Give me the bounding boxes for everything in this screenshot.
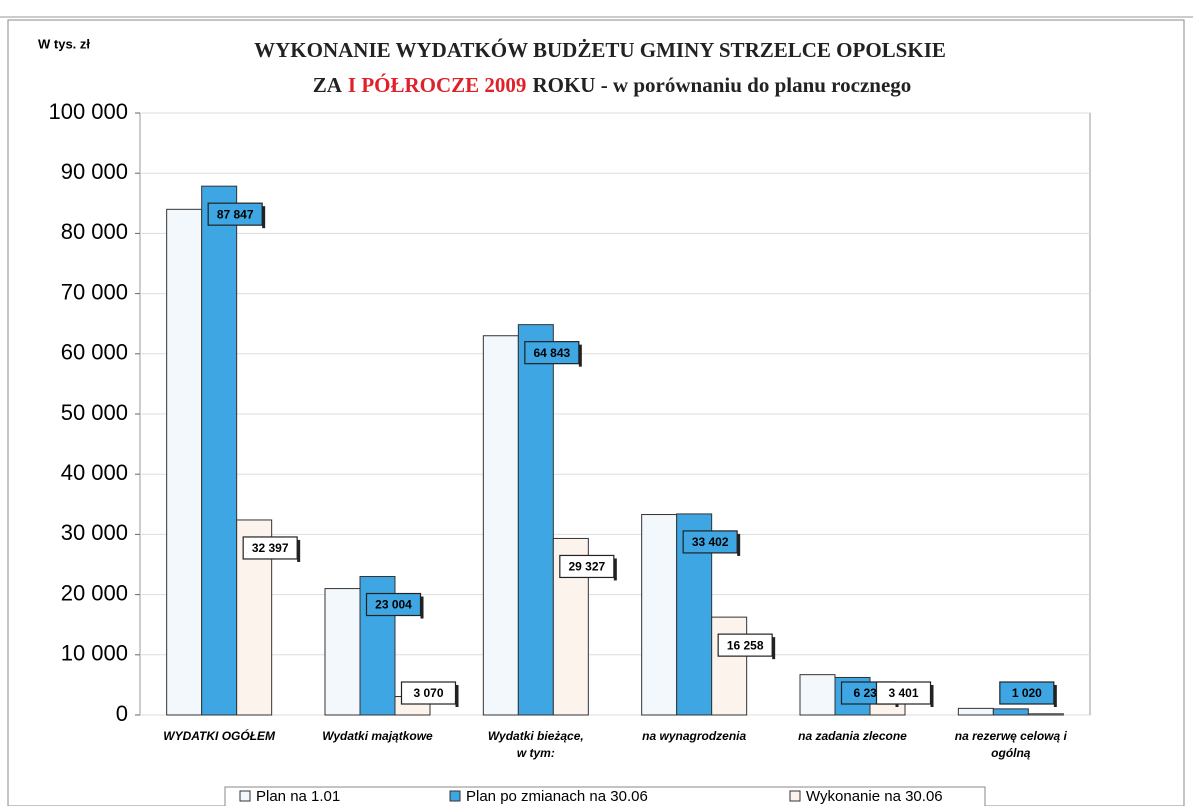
chart-title: WYKONANIE WYDATKÓW BUDŻETU GMINY STRZELC… [254, 38, 946, 62]
y-tick-label: 30 000 [61, 520, 128, 545]
x-tick-label: na wynagrodzenia [642, 729, 746, 743]
data-label-text: 23 004 [375, 598, 412, 612]
x-tick-label: WYDATKI OGÓŁEM [163, 728, 276, 743]
y-tick-label: 100 000 [48, 99, 128, 124]
bar [324, 588, 361, 716]
data-label: 3 070 [400, 681, 459, 707]
data-label-text: 32 397 [252, 541, 289, 555]
data-label-text: 1 020 [1012, 686, 1042, 700]
data-label: 33 402 [682, 530, 741, 556]
y-axis-label: W tys. zł [38, 36, 90, 51]
legend-label: Wykonanie na 30.06 [806, 788, 943, 805]
bar [992, 708, 1029, 716]
y-tick-label: 70 000 [61, 279, 128, 304]
data-label-shadow [262, 206, 266, 229]
bar [957, 707, 994, 716]
bar [482, 335, 519, 716]
data-label: 64 843 [524, 341, 582, 367]
y-tick-label: 10 000 [61, 641, 128, 666]
data-label-shadow [1053, 685, 1057, 707]
x-tick-label: w tym: [517, 746, 555, 760]
data-label-text: 16 258 [727, 638, 764, 652]
y-tick-label: 80 000 [61, 219, 128, 244]
data-label-shadow [613, 558, 617, 581]
y-tick-label: 60 000 [61, 340, 128, 365]
legend-swatch [239, 790, 251, 802]
x-tick-label: Wydatki bieżące, [488, 729, 584, 743]
data-label-text: 87 847 [217, 207, 254, 221]
legend-label: Plan po zmianach na 30.06 [466, 788, 648, 805]
data-label-text: 29 327 [568, 560, 605, 574]
x-tick-label: Wydatki majątkowe [322, 729, 433, 743]
data-label: 32 397 [242, 536, 301, 562]
legend-swatch [789, 790, 801, 802]
data-label: 1 020 [999, 681, 1057, 707]
data-label-text: 3 401 [888, 686, 918, 700]
data-label-box [999, 681, 1055, 705]
data-label-shadow [297, 539, 301, 562]
bar [201, 185, 238, 716]
data-label-text: 64 843 [533, 346, 570, 360]
data-label: 87 847 [207, 202, 266, 229]
data-label: 3 401 [875, 681, 934, 707]
chart-subtitle: ZA I PÓŁROCZE 2009 ROKU - w porównaniu do … [313, 73, 912, 97]
bar [517, 324, 554, 716]
legend-swatch [449, 790, 461, 802]
data-label-shadow [420, 596, 424, 619]
bar [799, 674, 836, 716]
y-tick-label: 40 000 [61, 460, 128, 485]
data-label-shadow [772, 637, 776, 660]
bar [711, 616, 748, 716]
data-label: 23 004 [365, 592, 424, 619]
data-label-shadow [930, 685, 934, 707]
data-label-shadow [737, 533, 741, 556]
subtitle-suffix: ROKU - w porównaniu do planu rocznego [532, 73, 911, 97]
y-tick-label: 0 [116, 701, 128, 726]
data-label-shadow [578, 344, 582, 367]
x-tick-label: na zadania zlecone [798, 729, 907, 743]
subtitle-highlight: I PÓŁROCZE 2009 [348, 73, 527, 97]
x-tick-label: na rezerwę celową i [955, 729, 1068, 743]
data-label-shadow [455, 685, 459, 707]
bar [166, 208, 203, 716]
x-tick-label: ogólną [991, 746, 1031, 760]
subtitle-prefix: ZA [313, 73, 343, 97]
y-tick-label: 50 000 [61, 400, 128, 425]
data-label: 16 258 [717, 633, 776, 660]
legend-label: Plan na 1.01 [256, 788, 340, 805]
bar [641, 514, 678, 716]
data-label-text: 33 402 [692, 535, 729, 549]
data-label-text: 3 070 [413, 686, 443, 700]
data-label: 29 327 [559, 554, 617, 581]
bar [1027, 713, 1064, 716]
y-tick-label: 90 000 [61, 159, 128, 184]
y-tick-label: 20 000 [61, 580, 128, 605]
